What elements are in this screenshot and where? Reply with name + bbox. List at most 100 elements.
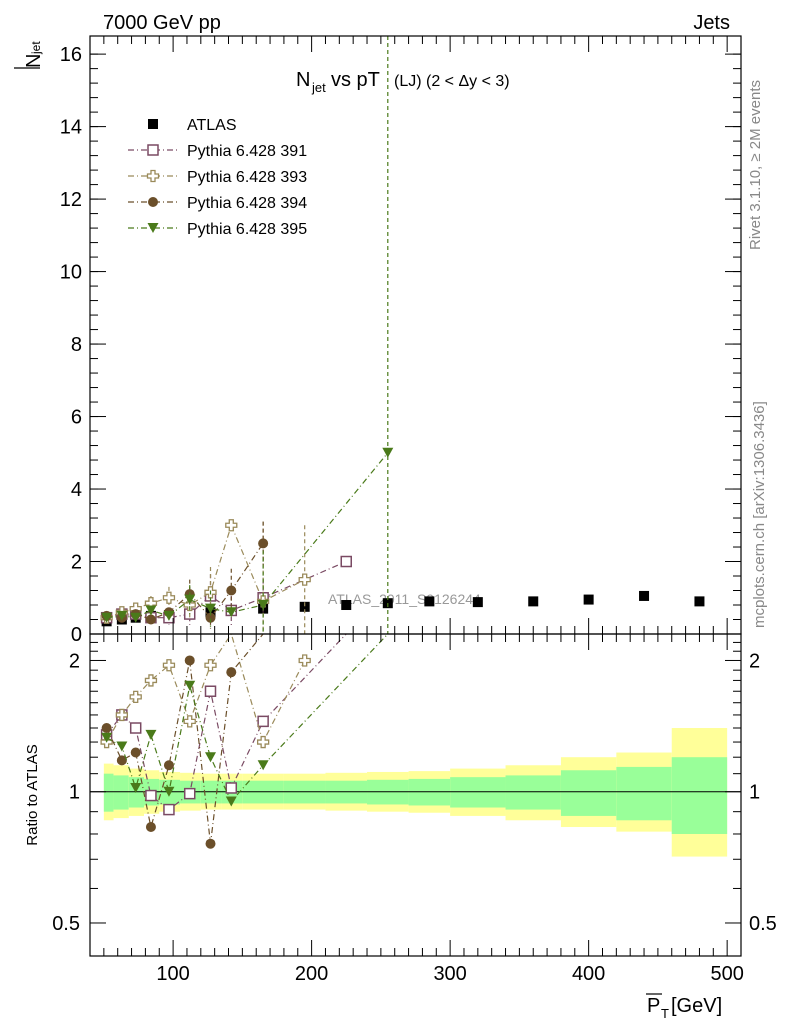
legend-entry-1: Pythia 6.428 391 — [128, 143, 307, 160]
ratio-series-3-point-8 — [257, 760, 269, 771]
main-series-3-point-8 — [258, 538, 269, 549]
ratio-series-3-point-0 — [101, 732, 113, 743]
ratio-series-2-point-6 — [205, 838, 216, 849]
main-series-4-point-3 — [145, 605, 157, 616]
legend-entry-0: ATLAS — [148, 117, 237, 134]
main-series-4-point-2 — [130, 612, 142, 623]
main-series-0-point-13 — [472, 597, 483, 608]
main-series-1-point-9 — [340, 555, 352, 568]
rivet-label: Rivet 3.1.10, ≥ 2M events — [747, 80, 764, 250]
main-series-4-point-7 — [225, 607, 237, 618]
ratio-series-0-point-6 — [204, 685, 217, 697]
main-series-3-point-3 — [145, 614, 156, 625]
main-series-4-point-5 — [184, 594, 196, 605]
ratio-series-2-point-5 — [184, 655, 195, 666]
ratio-series-1-point-6 — [204, 659, 217, 672]
ratio-series-3-point-7 — [225, 796, 237, 807]
ratio-series-3-point-3 — [145, 729, 157, 740]
main-series-3-point-6 — [205, 612, 216, 623]
main-ytick-label-8: 16 — [60, 44, 82, 66]
main-series-4-point-4 — [163, 610, 175, 621]
ratio-series-1-point-9 — [298, 654, 311, 667]
legend-label-4: Pythia 6.428 395 — [187, 221, 307, 238]
ratio-ytick-label-right-0: 0.5 — [749, 913, 777, 935]
ratio-series-0-point-5 — [183, 787, 196, 800]
main-ytick-label-7: 14 — [60, 117, 82, 139]
ratio-series-3-point-4 — [163, 786, 175, 797]
ratio-series-2 — [101, 633, 264, 849]
main-ylabel: N jet — [14, 41, 45, 69]
main-series-4-point-9 — [382, 447, 394, 458]
xlabel-sub: T — [661, 1006, 669, 1021]
ratio-series-3-point-6 — [205, 752, 217, 763]
band-inner-14 — [505, 775, 561, 810]
band-inner-13 — [450, 777, 506, 808]
title-small: (LJ) (2 < Δy < 3) — [394, 73, 510, 90]
main-ytick-label-0: 0 — [71, 624, 82, 646]
ratio-series-2-point-0 — [101, 723, 112, 734]
main-series-2-line — [106, 523, 305, 619]
legend-marker-4 — [147, 223, 159, 233]
legend-marker-2 — [146, 169, 160, 183]
main-series-4-point-8 — [257, 600, 269, 611]
band-inner-15 — [560, 770, 617, 816]
main-plot-area: 0 2 4 6 8 10 12 14 16 — [60, 35, 742, 646]
ratio-plot-area: 100 200 300 400 500 0.5 0.5 1 1 2 2 — [52, 632, 777, 985]
main-series-0-point-15 — [583, 594, 594, 605]
ratio-series-0-point-3 — [145, 789, 157, 802]
ratio-series-1-point-8 — [256, 735, 270, 749]
main-series-0-point-17 — [694, 596, 705, 607]
ratio-series-1-point-2 — [129, 690, 142, 704]
xlabel-main: P — [647, 995, 660, 1017]
xtick-label-3: 400 — [572, 963, 605, 985]
main-ytick-label-1: 2 — [71, 552, 82, 574]
main-ytick-label-3: 6 — [71, 407, 82, 429]
title-main: N — [296, 69, 310, 91]
band-inner-1 — [113, 775, 129, 810]
ratio-series-3-line — [106, 633, 389, 803]
legend-marker-1 — [147, 144, 159, 156]
main-series-4-point-0 — [101, 612, 113, 623]
x-axis-label: P T [GeV] — [646, 993, 722, 1021]
ratio-series-2-point-1 — [116, 755, 127, 766]
main-series-0-point-14 — [528, 596, 539, 607]
ratio-frame — [89, 633, 742, 957]
ratio-series-2-point-2 — [130, 747, 141, 758]
ratio-series-3-point-2 — [130, 782, 142, 793]
ratio-series-0-point-8 — [257, 715, 269, 728]
title-mid: vs pT — [331, 69, 380, 91]
band-inner-16 — [616, 766, 672, 821]
main-series-2-point-9 — [298, 573, 311, 586]
main-series-0-point-10 — [341, 600, 352, 611]
main-series-1-line — [106, 560, 347, 619]
legend-entry-4: Pythia 6.428 395 — [128, 221, 307, 238]
ratio-series-0-point-2 — [129, 722, 142, 734]
xtick-label-2: 300 — [433, 963, 466, 985]
ratio-series-1-line — [106, 632, 306, 744]
main-series-4-point-6 — [205, 603, 217, 614]
legend-label-1: Pythia 6.428 391 — [187, 143, 307, 160]
ratio-ytick-label-1: 1 — [69, 782, 80, 804]
main-series-4-line — [106, 452, 389, 619]
legend: ATLAS Pythia 6.428 391 Pythia 6.428 393 Pyt… — [128, 117, 307, 238]
ratio-series-3-point-5 — [184, 680, 196, 691]
ratio-series-3 — [101, 633, 389, 807]
ratio-series-0-point-4 — [163, 803, 175, 816]
header-right: Jets — [693, 12, 730, 34]
main-series-0-point-9 — [299, 601, 310, 612]
ratio-series-1 — [100, 632, 311, 749]
ratio-series-2-point-4 — [163, 760, 174, 771]
xtick-label-1: 200 — [295, 963, 328, 985]
main-series-2-point-4 — [162, 591, 176, 604]
legend-marker-3 — [148, 197, 158, 207]
main-ytick-label-6: 12 — [60, 189, 82, 211]
ratio-series-1-point-5 — [183, 715, 196, 728]
legend-marker-0 — [148, 119, 158, 129]
ratio-ytick-label-0: 0.5 — [52, 913, 80, 935]
title-sub: jet — [311, 80, 326, 95]
legend-entry-2: Pythia 6.428 393 — [128, 169, 307, 186]
xtick-label-0: 100 — [156, 963, 189, 985]
ratio-series-1-point-1 — [115, 708, 129, 722]
ratio-series-2-point-7 — [226, 667, 237, 678]
